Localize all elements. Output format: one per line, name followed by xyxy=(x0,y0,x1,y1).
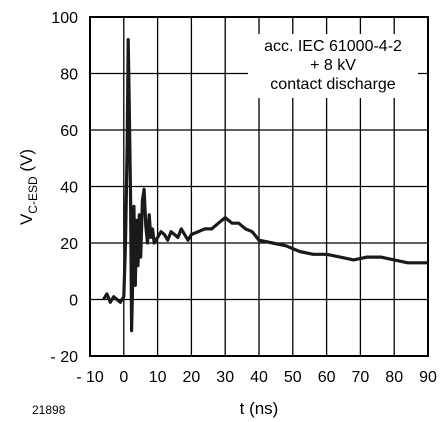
plot-frame xyxy=(89,16,429,357)
y-tick-label: 60 xyxy=(60,123,78,140)
x-tick-label: 80 xyxy=(385,369,403,386)
x-tick-label: 0 xyxy=(119,369,128,386)
y-axis-label-unit: (V) xyxy=(17,149,36,176)
x-tick-label: 10 xyxy=(149,369,167,386)
svg-text:VC-ESD (V): VC-ESD (V) xyxy=(17,149,40,225)
annotation-line-1: acc. IEC 61000-4-2 xyxy=(264,38,402,55)
y-tick-label: 20 xyxy=(60,236,78,253)
y-tick-label: 40 xyxy=(60,180,78,197)
annotation-line-3: contact discharge xyxy=(270,76,396,93)
y-tick-label: 80 xyxy=(60,67,78,84)
y-tick-label: 0 xyxy=(69,293,78,310)
x-tick-label: - 10 xyxy=(76,369,104,386)
y-axis-label-main: V xyxy=(17,213,36,225)
y-axis-label-subscript: C-ESD xyxy=(26,176,40,214)
y-tick-label: - 20 xyxy=(50,349,78,366)
y-tick-label: 100 xyxy=(51,10,78,27)
annotation-line-2: + 8 kV xyxy=(310,57,356,74)
x-axis-label: t (ns) xyxy=(240,399,279,418)
series-group xyxy=(102,38,428,333)
y-axis-label: VC-ESD (V) xyxy=(17,149,40,225)
x-tick-label: 50 xyxy=(284,369,302,386)
x-tick-label: 30 xyxy=(216,369,234,386)
x-tick-label: 90 xyxy=(419,369,437,386)
series-line xyxy=(102,38,428,333)
x-tick-label: 40 xyxy=(250,369,268,386)
annotation-box xyxy=(248,34,418,98)
x-tick-label: 60 xyxy=(318,369,336,386)
x-tick-label: 70 xyxy=(352,369,370,386)
y-tick-labels: - 20 0 20 40 60 80 100 xyxy=(50,10,78,366)
figure-id: 21898 xyxy=(32,403,66,417)
x-tick-labels: - 10 0 10 20 30 40 50 60 70 80 90 xyxy=(76,369,437,386)
x-tick-label: 20 xyxy=(183,369,201,386)
